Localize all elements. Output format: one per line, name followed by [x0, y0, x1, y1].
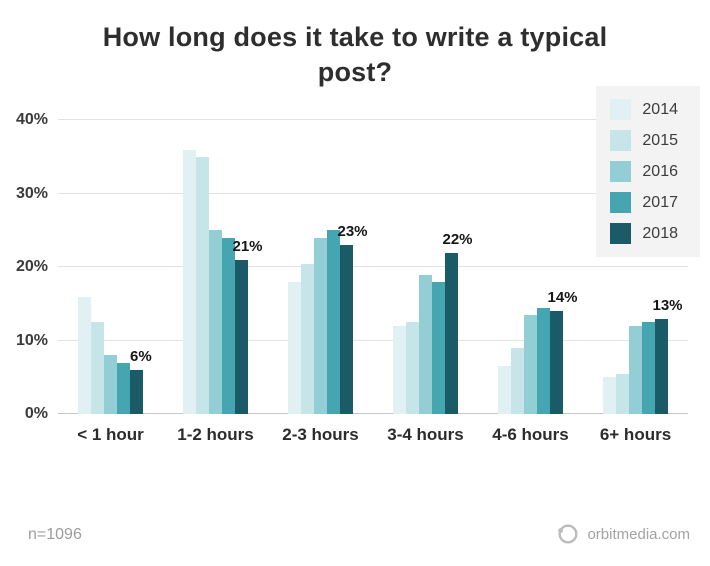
- y-axis-tick-label: 10%: [15, 331, 48, 349]
- page: How long does it take to write a typical…: [0, 20, 710, 566]
- bar-group: 14% 4-6 hours: [478, 120, 583, 444]
- legend-swatch: [610, 223, 632, 245]
- x-category-label: 6+ hours: [599, 425, 672, 445]
- x-category-label: < 1 hour: [77, 425, 144, 445]
- bar-2014: [78, 296, 91, 415]
- bar-2014: [288, 281, 301, 415]
- sample-size-label: n=1096: [28, 526, 82, 543]
- bar-value-label: 14%: [547, 289, 578, 307]
- legend-swatch: [610, 192, 632, 214]
- y-axis-tick-label: 40%: [15, 111, 48, 129]
- legend-item: 2017: [610, 192, 678, 214]
- bar-2016: [419, 274, 432, 415]
- bar-cluster: 21%: [163, 120, 268, 415]
- bar-value-label: 6%: [129, 348, 152, 366]
- x-category-label: 2-3 hours: [282, 425, 359, 445]
- legend-swatch: [610, 99, 632, 121]
- x-category-label: 1-2 hours: [177, 425, 254, 445]
- bar-value-label: 22%: [442, 230, 473, 248]
- legend-label: 2015: [642, 131, 678, 149]
- bar-group: 22% 3-4 hours: [373, 120, 478, 445]
- legend-item: 2014: [610, 99, 678, 121]
- bar-2015: [616, 373, 629, 415]
- bar-2014: [603, 377, 616, 415]
- y-axis-tick-label: 0%: [24, 405, 48, 423]
- gridline: [58, 339, 688, 341]
- bar-2018: 13%: [652, 297, 683, 415]
- plot-area: 0% 10% 20% 30% 40% 6% < 1 hour 21% 1-2 hours 23% 2…: [16, 111, 688, 445]
- bar-2016: [104, 355, 117, 415]
- bar-2016: [629, 326, 642, 415]
- bar-2017: [222, 237, 235, 415]
- bar-cluster: 13%: [583, 120, 688, 415]
- brand-text: orbitmedia.com: [587, 525, 690, 543]
- bar-2018: 23%: [337, 223, 368, 415]
- bar-group: 13% 6+ hours: [583, 120, 688, 445]
- brand-attribution: orbitmedia.com: [556, 522, 690, 546]
- legend-swatch: [610, 161, 632, 183]
- legend-label: 2014: [642, 100, 678, 118]
- gridline: [58, 266, 688, 268]
- bar-cluster: 23%: [268, 120, 373, 415]
- bar-2018: 22%: [442, 231, 473, 415]
- bar-cluster: 14%: [478, 120, 583, 415]
- bar-2016: [314, 237, 327, 415]
- x-category-label: 3-4 hours: [387, 425, 464, 445]
- legend-item: 2018: [610, 223, 678, 245]
- bar-groups: 6% < 1 hour 21% 1-2 hours 23% 2-3 hours 22% 3-4…: [58, 120, 688, 445]
- legend: 2014 2015 2016 2017 2018: [596, 86, 700, 258]
- legend-label: 2016: [642, 162, 678, 180]
- bar-group: 6% < 1 hour: [58, 120, 163, 444]
- bar-2018: 14%: [547, 289, 578, 415]
- y-axis-tick-label: 30%: [15, 184, 48, 202]
- bar-2017: [327, 230, 340, 415]
- bar-value-label: 13%: [652, 296, 683, 314]
- bar-2017: [537, 307, 550, 415]
- bar-2014: [183, 149, 196, 415]
- bar-group: 23% 2-3 hours: [268, 120, 373, 444]
- bar-2018: 21%: [232, 238, 263, 415]
- bar-2015: [406, 322, 419, 415]
- orbit-logo-icon: [556, 522, 580, 546]
- bar-2014: [498, 366, 511, 415]
- legend-label: 2018: [642, 224, 678, 242]
- bar-cluster: 22%: [373, 120, 478, 415]
- legend-label: 2017: [642, 193, 678, 211]
- bar-value-label: 21%: [232, 237, 263, 255]
- gridline: [58, 119, 688, 121]
- bar-2016: [524, 314, 537, 415]
- bar-2015: [196, 156, 209, 415]
- legend-swatch: [610, 130, 632, 152]
- bar-2017: [432, 281, 445, 415]
- bar-2018: 6%: [130, 348, 152, 415]
- bar-value-label: 23%: [337, 223, 368, 241]
- legend-item: 2015: [610, 130, 678, 152]
- x-category-label: 4-6 hours: [492, 425, 569, 445]
- gridline: [58, 192, 688, 194]
- x-axis-line: [58, 413, 688, 415]
- bar-2015: [301, 263, 314, 415]
- bar-2015: [511, 348, 524, 415]
- bar-2016: [209, 230, 222, 415]
- bar-2017: [117, 362, 130, 415]
- bar-cluster: 6%: [58, 120, 163, 415]
- chart-title: How long does it take to write a typical…: [102, 22, 608, 88]
- bar-chart: 0% 10% 20% 30% 40% 6% < 1 hour 21% 1-2 hours 23% 2…: [10, 86, 700, 450]
- bar-2017: [642, 322, 655, 415]
- y-axis-tick-label: 20%: [15, 258, 48, 276]
- bar-2015: [91, 322, 104, 415]
- bar-group: 21% 1-2 hours: [163, 120, 268, 444]
- legend-item: 2016: [610, 161, 678, 183]
- bar-2014: [393, 326, 406, 415]
